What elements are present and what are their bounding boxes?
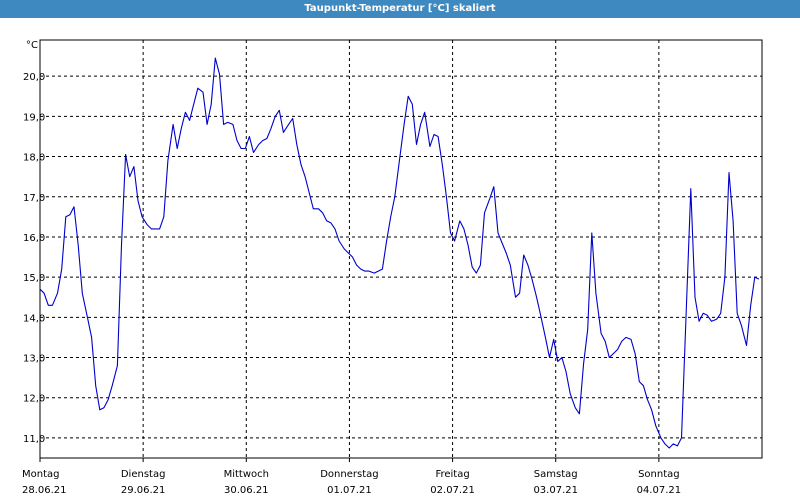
- x-tick-date-label: 01.07.21: [327, 485, 372, 496]
- x-tick-day-label: Sonntag: [638, 469, 680, 480]
- y-tick-label: 17,0: [23, 193, 45, 204]
- grid: [40, 40, 762, 458]
- dew-point-chart: °C 11,0 12,0 13,0 14,0 15,0 16,0 17,0 18,0 19,0 2…: [22, 39, 763, 496]
- y-tick-label: 14,0: [23, 313, 45, 324]
- x-tick-date-label: 04.07.21: [637, 485, 682, 496]
- y-tick-label: 16,0: [23, 233, 45, 244]
- x-tick-day-label: Dienstag: [121, 469, 166, 480]
- x-tick-day-label: Samstag: [534, 469, 578, 480]
- x-tick-date-label: 30.06.21: [224, 485, 269, 496]
- x-tick-date-label: 02.07.21: [430, 485, 475, 496]
- y-axis: °C 11,0 12,0 13,0 14,0 15,0 16,0 17,0 18,0 19,0 2…: [23, 40, 45, 445]
- x-tick-date-label: 03.07.21: [533, 485, 578, 496]
- y-tick-label: 15,0: [23, 273, 45, 284]
- plot-border: [39, 39, 763, 459]
- series-layer: [39, 57, 760, 449]
- x-tick-day-label: Donnerstag: [320, 469, 378, 480]
- y-tick-label: 11,0: [23, 434, 45, 445]
- chart-title-bar: Taupunkt-Temperatur [°C] skaliert: [0, 0, 800, 18]
- x-tick-date-label: 28.06.21: [22, 485, 67, 496]
- y-tick-label: 13,0: [23, 354, 45, 365]
- x-tick-day-label: Mittwoch: [224, 469, 269, 480]
- x-tick-date-label: 29.06.21: [121, 485, 166, 496]
- y-tick-label: 12,0: [23, 394, 45, 405]
- y-axis-unit-label: °C: [26, 40, 38, 51]
- x-tick-day-label: Freitag: [435, 469, 469, 480]
- y-tick-label: 19,0: [23, 112, 45, 123]
- plot-frame: [39, 39, 763, 459]
- chart-canvas: °C 11,0 12,0 13,0 14,0 15,0 16,0 17,0 18,0 19,0 2…: [0, 18, 800, 500]
- chart-title: Taupunkt-Temperatur [°C] skaliert: [304, 3, 496, 14]
- series-line: [39, 57, 760, 449]
- y-tick-label: 18,0: [23, 153, 45, 164]
- x-tick-day-label: Montag: [22, 469, 59, 480]
- y-tick-label: 20,0: [23, 72, 45, 83]
- x-axis: Montag 28.06.21 Dienstag 29.06.21 Mittwoch 30…: [22, 458, 681, 496]
